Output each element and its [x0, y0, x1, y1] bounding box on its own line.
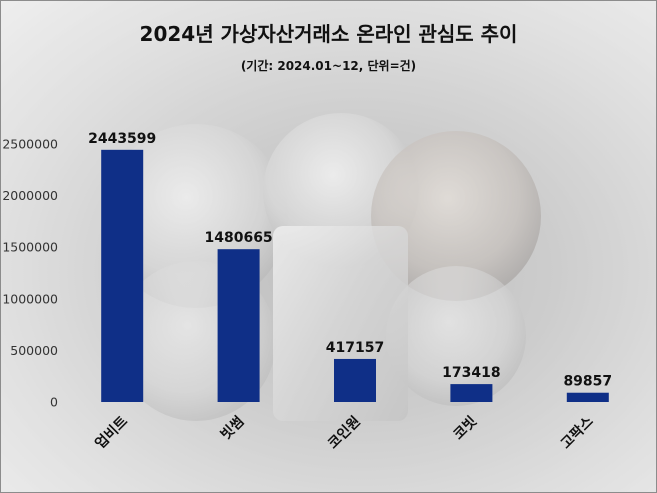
data-label: 173418: [442, 365, 500, 381]
y-tick-label: 500000: [10, 343, 58, 358]
chart-title: 2024년 가상자산거래소 온라인 관심도 추이: [139, 22, 518, 46]
bars-group: [101, 149, 609, 402]
data-label: 1480665: [204, 230, 272, 246]
x-category-label: 코인원: [324, 413, 363, 452]
x-category-label: 코빗: [450, 413, 480, 443]
y-tick-label: 1500000: [2, 240, 58, 255]
bar-1: [101, 149, 144, 402]
data-label: 2443599: [88, 131, 156, 147]
data-label: 417157: [326, 340, 384, 356]
bar-3: [334, 358, 376, 402]
y-tick-label: 0: [50, 395, 58, 410]
x-axis: 업비트 빗썸 코인원 코빗 고팍스: [92, 413, 596, 452]
bitcoin-coin-shape: [371, 131, 541, 301]
y-axis: 0 500000 1000000 1500000 2000000 2500000: [2, 137, 58, 410]
y-tick-label: 1000000: [2, 291, 58, 306]
lower-right-coin-shape: [386, 266, 526, 406]
data-labels-group: 2443599 1480665 417157 173418 89857: [88, 131, 612, 390]
x-category-label: 고팍스: [557, 413, 596, 452]
bar-2: [217, 249, 260, 402]
y-tick-label: 2500000: [2, 137, 58, 152]
x-category-label: 빗썸: [217, 413, 247, 443]
data-label: 89857: [563, 374, 612, 390]
bar-5: [566, 392, 609, 402]
x-category-label: 업비트: [92, 413, 131, 452]
chart-subtitle: (기간: 2024.01~12, 단위=건): [240, 59, 417, 73]
bar-4: [450, 384, 493, 402]
y-tick-label: 2000000: [2, 188, 58, 203]
